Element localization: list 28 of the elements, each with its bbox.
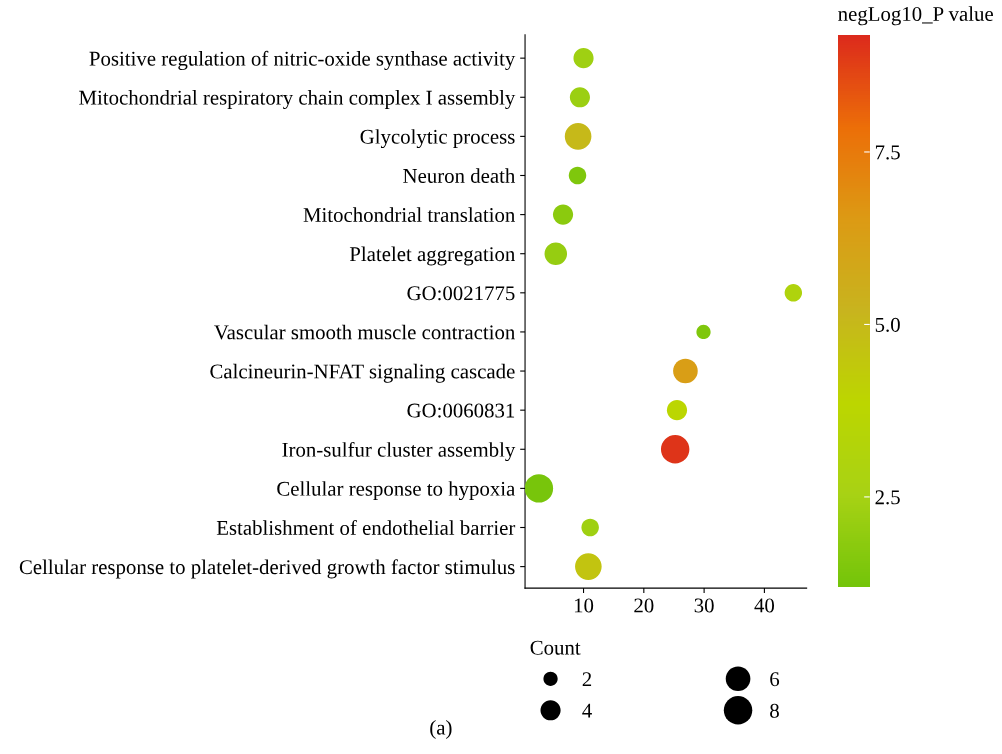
y-tick-label: Iron-sulfur cluster assembly <box>282 441 516 462</box>
x-tick-label: 10 <box>574 598 594 613</box>
y-tick-label: Mitochondrial translation <box>303 207 516 223</box>
y-tick-label: GO:0021775 <box>407 286 515 301</box>
legend-label: 4 <box>582 703 592 718</box>
color-bar-label: 5.0 <box>875 317 900 332</box>
color-bar-label: 7.5 <box>875 145 900 160</box>
y-tick-label: Cellular response to hypoxia <box>277 481 516 501</box>
y-tick-label: GO:0060831 <box>407 403 515 418</box>
x-tick-label: 40 <box>754 598 775 613</box>
y-tick-label: Neuron death <box>403 168 516 183</box>
legend-label: 8 <box>770 703 779 718</box>
x-tick-label: 20 <box>634 598 654 613</box>
y-tick-label: Calcineurin-NFAT signaling cascade <box>210 363 515 383</box>
color-bar-title: negLog10_P value <box>838 6 993 26</box>
color-bar-label: 2.5 <box>875 490 900 505</box>
legend-title: Count <box>530 640 581 655</box>
y-tick-label: Vascular smooth muscle contraction <box>214 324 515 340</box>
text: (a) <box>430 720 452 739</box>
y-tick-label: Glycolytic process <box>360 129 515 149</box>
y-tick-label: Mitochondrial respiratory chain complex I assembly <box>79 90 516 109</box>
x-tick-label: 30 <box>694 598 714 613</box>
y-tick-label: Positive regulation of nitric-oxide synthase activity <box>89 50 516 70</box>
legend-label: 2 <box>582 672 592 687</box>
legend-label: 6 <box>770 672 780 687</box>
y-tick-label: Establishment of endothelial barrier <box>216 520 516 535</box>
y-tick-label: Cellular response to platelet-derived growth factor stimulus <box>19 559 515 579</box>
y-tick-label: Platelet aggregation <box>349 246 516 266</box>
